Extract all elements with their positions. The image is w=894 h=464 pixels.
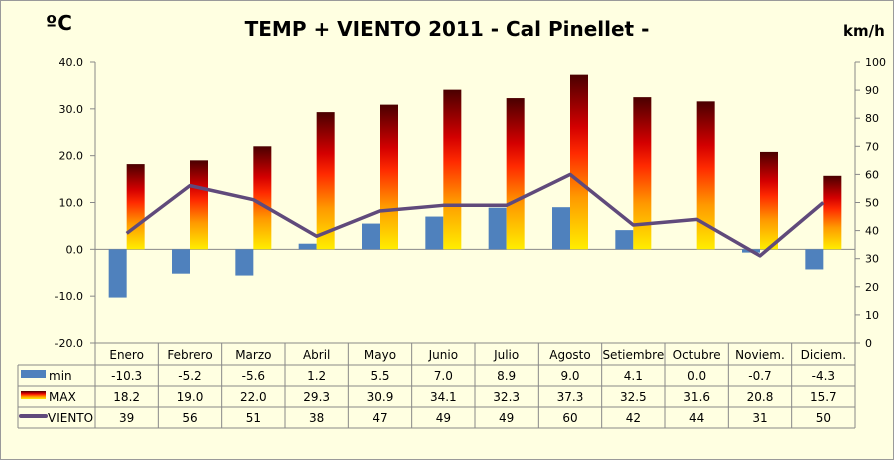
data-label: 49	[499, 411, 514, 425]
data-label: 49	[436, 411, 451, 425]
min-bar	[805, 249, 824, 270]
min-bar	[172, 249, 190, 274]
left-tick-label: 20.0	[59, 150, 84, 163]
data-label: 0.0	[687, 369, 706, 383]
right-tick-label: 40	[865, 225, 879, 238]
right-tick-label: 0	[865, 337, 872, 350]
left-tick-label: 0.0	[66, 243, 84, 256]
data-label: 8.9	[497, 369, 516, 383]
data-label: -10.3	[111, 369, 142, 383]
data-label: 31.6	[683, 390, 710, 404]
max-bar	[253, 146, 272, 250]
data-label: 60	[562, 411, 577, 425]
category-label: Marzo	[235, 348, 271, 362]
category-label: Octubre	[673, 348, 721, 362]
data-label: 32.3	[493, 390, 520, 404]
viento-line	[125, 172, 825, 258]
data-label: 18.2	[113, 390, 140, 404]
data-label: -5.2	[178, 369, 201, 383]
min-bar	[108, 249, 127, 298]
max-bar	[316, 112, 335, 250]
data-label: 29.3	[303, 390, 330, 404]
data-label: 31	[752, 411, 767, 425]
legend-label: min	[49, 369, 72, 383]
left-tick-label: -20.0	[55, 337, 83, 350]
category-label: Setiembre	[602, 348, 664, 362]
legend-label: MAX	[49, 390, 76, 404]
data-label: -4.3	[812, 369, 835, 383]
data-label: 51	[246, 411, 261, 425]
min-bar	[488, 207, 507, 250]
max-bar	[823, 175, 842, 250]
data-label: 56	[182, 411, 197, 425]
left-tick-label: 30.0	[59, 103, 84, 116]
max-bar	[126, 164, 145, 250]
data-label: 34.1	[430, 390, 457, 404]
data-label: 9.0	[560, 369, 579, 383]
right-tick-label: 50	[865, 197, 879, 210]
legend-key-max	[21, 391, 46, 399]
chart-title: TEMP + VIENTO 2011 - Cal Pinellet -	[245, 17, 650, 41]
min-bar	[425, 216, 444, 250]
data-label: 32.5	[620, 390, 647, 404]
min-bar	[235, 249, 254, 276]
data-label: 22.0	[240, 390, 267, 404]
max-bar	[633, 97, 652, 250]
max-bar	[443, 89, 462, 250]
data-label: 4.1	[624, 369, 643, 383]
right-tick-label: 70	[865, 140, 879, 153]
right-tick-label: 100	[865, 56, 886, 69]
category-label: Noviem.	[735, 348, 785, 362]
category-label: Junio	[428, 348, 458, 362]
right-tick-label: 80	[865, 112, 879, 125]
min-bar	[552, 207, 570, 250]
data-label: 44	[689, 411, 704, 425]
right-tick-label: 90	[865, 84, 879, 97]
legend-label: VIENTO	[48, 411, 93, 425]
data-label: -0.7	[748, 369, 771, 383]
max-bar	[570, 74, 588, 250]
category-label: Agosto	[549, 348, 590, 362]
left-tick-label: -10.0	[55, 290, 83, 303]
data-label: 20.8	[747, 390, 774, 404]
min-bar	[362, 223, 380, 250]
right-axis-unit: km/h	[843, 22, 885, 40]
legend-key-min	[21, 370, 46, 378]
data-label: 19.0	[177, 390, 204, 404]
max-bar	[190, 160, 208, 250]
max-bar	[380, 104, 398, 250]
data-label: 15.7	[810, 390, 837, 404]
data-label: 37.3	[557, 390, 584, 404]
data-label: 38	[309, 411, 324, 425]
data-label: 42	[626, 411, 641, 425]
left-tick-label: 40.0	[59, 56, 84, 69]
category-label: Enero	[109, 348, 144, 362]
left-axis-unit: ºC	[46, 11, 72, 35]
right-tick-label: 60	[865, 168, 879, 181]
left-tick-label: 10.0	[59, 197, 84, 210]
right-tick-label: 10	[865, 309, 879, 322]
right-tick-label: 20	[865, 281, 879, 294]
category-label: Abril	[303, 348, 330, 362]
right-tick-label: 30	[865, 253, 879, 266]
data-label: 30.9	[367, 390, 394, 404]
data-label: 7.0	[434, 369, 453, 383]
data-label: 50	[816, 411, 831, 425]
data-label: 5.5	[370, 369, 389, 383]
data-label: 39	[119, 411, 134, 425]
max-bar	[506, 98, 525, 250]
data-label: -5.6	[242, 369, 265, 383]
category-label: Julio	[493, 348, 519, 362]
data-label: 1.2	[307, 369, 326, 383]
min-bar	[298, 243, 317, 250]
category-label: Mayo	[364, 348, 396, 362]
max-bar	[760, 151, 778, 250]
min-bar	[615, 230, 634, 250]
category-label: Febrero	[167, 348, 212, 362]
category-label: Diciem.	[801, 348, 846, 362]
max-bar	[696, 101, 715, 250]
data-label: 47	[372, 411, 387, 425]
